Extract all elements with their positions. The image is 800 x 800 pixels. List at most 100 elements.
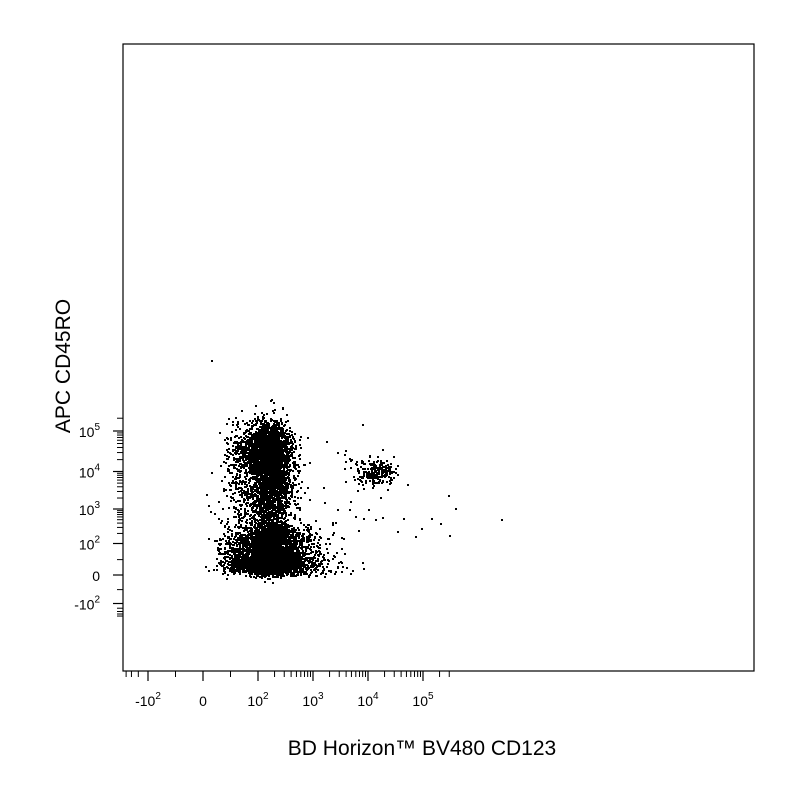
data-point [282, 485, 284, 487]
data-point [273, 425, 275, 427]
data-point [269, 480, 271, 482]
data-point [255, 434, 257, 436]
data-point [240, 467, 242, 469]
data-point [289, 503, 291, 505]
data-point [274, 421, 276, 423]
data-point [288, 477, 290, 479]
data-point [275, 467, 277, 469]
data-point [260, 489, 262, 491]
data-point [233, 457, 235, 459]
data-point [299, 507, 301, 509]
data-point [263, 414, 265, 416]
data-point [277, 501, 279, 503]
data-point [255, 482, 257, 484]
data-point [234, 511, 236, 513]
data-point [235, 476, 237, 478]
data-point [265, 444, 267, 446]
data-point [259, 508, 261, 510]
data-point [282, 442, 284, 444]
data-point [275, 460, 277, 462]
data-point [245, 455, 247, 457]
data-point [291, 431, 293, 433]
data-point [267, 477, 269, 479]
data-point [257, 487, 259, 489]
data-point [253, 448, 255, 450]
data-point [283, 479, 285, 481]
data-point [239, 573, 241, 575]
data-point [270, 456, 272, 458]
data-point [241, 483, 243, 485]
data-point [238, 483, 240, 485]
data-point [235, 458, 237, 460]
data-point [266, 448, 268, 450]
data-point [239, 494, 241, 496]
data-point [240, 487, 242, 489]
data-point [282, 466, 284, 468]
data-point [239, 428, 241, 430]
data-point [276, 490, 278, 492]
data-point [275, 453, 277, 455]
data-point [282, 436, 284, 438]
data-point [272, 480, 274, 482]
data-point [246, 519, 248, 521]
data-point [222, 573, 224, 575]
data-point [239, 514, 241, 516]
data-point [279, 507, 281, 509]
data-point [229, 489, 231, 491]
data-point [285, 505, 287, 507]
data-point [237, 500, 239, 502]
data-point [251, 422, 253, 424]
data-point [249, 457, 251, 459]
data-point [257, 491, 259, 493]
data-point [252, 425, 254, 427]
data-point [226, 449, 228, 451]
data-point [293, 451, 295, 453]
data-point [254, 514, 256, 516]
data-point [241, 464, 243, 466]
data-point [264, 467, 266, 469]
data-point [274, 438, 276, 440]
data-point [277, 462, 279, 464]
data-point [269, 436, 271, 438]
data-point [257, 520, 259, 522]
data-point [286, 492, 288, 494]
data-point [249, 460, 251, 462]
data-point [245, 478, 247, 480]
data-point [241, 492, 243, 494]
data-point [267, 460, 269, 462]
data-point [278, 487, 280, 489]
data-point [262, 447, 264, 449]
data-point [258, 431, 260, 433]
data-point [283, 474, 285, 476]
data-point [276, 448, 278, 450]
data-point [272, 502, 274, 504]
data-point [268, 434, 270, 436]
data-point [293, 475, 295, 477]
data-point [266, 441, 268, 443]
data-point [240, 441, 242, 443]
data-point [230, 437, 232, 439]
data-point [258, 500, 260, 502]
data-point [260, 487, 262, 489]
data-point [282, 489, 284, 491]
data-point [266, 483, 268, 485]
data-point [262, 511, 264, 513]
data-point [299, 444, 301, 446]
data-point [246, 465, 248, 467]
data-point [291, 455, 293, 457]
data-point [279, 504, 281, 506]
data-point [211, 472, 213, 474]
data-point [266, 494, 268, 496]
data-point [261, 469, 263, 471]
data-point [272, 478, 274, 480]
data-point [272, 469, 274, 471]
data-point [271, 452, 273, 454]
data-point [290, 512, 292, 514]
data-point [289, 436, 291, 438]
data-point [216, 565, 218, 567]
data-point [232, 476, 234, 478]
data-point [271, 493, 273, 495]
data-point [259, 511, 261, 513]
data-point [228, 418, 230, 420]
data-point [238, 465, 240, 467]
